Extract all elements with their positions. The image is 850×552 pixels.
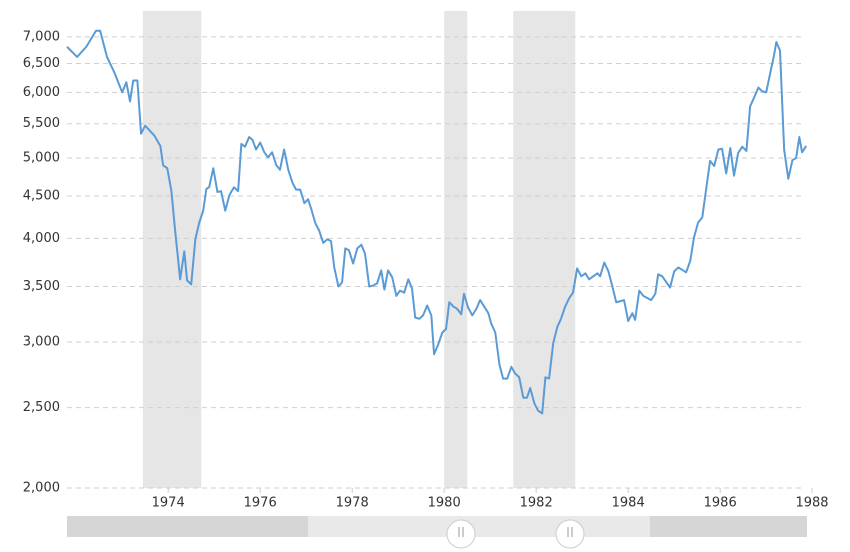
y-tick-label: 3,500 (23, 279, 60, 294)
recession-band (142, 11, 202, 488)
x-tick-label: 1976 (244, 496, 277, 511)
y-tick-label: 2,500 (23, 400, 60, 415)
x-tick-label: 1984 (612, 496, 645, 511)
navigator-handle[interactable] (555, 519, 585, 549)
y-tick-label: 4,500 (23, 188, 60, 203)
x-tick-label: 1974 (152, 496, 185, 511)
y-tick-label: 5,500 (23, 116, 60, 131)
recession-band (513, 11, 576, 488)
y-tick-label: 2,000 (23, 481, 60, 496)
x-tick-label: 1982 (520, 496, 553, 511)
navigator-mask (650, 516, 807, 537)
price-line (66, 29, 808, 415)
y-tick-label: 3,000 (23, 334, 60, 349)
y-tick-label: 5,000 (23, 151, 60, 166)
x-tick-label: 1988 (795, 496, 828, 511)
navigator-mask (67, 516, 308, 537)
navigator-handle[interactable] (446, 519, 476, 549)
recession-band (444, 11, 468, 488)
x-tick-label: 1978 (336, 496, 369, 511)
y-tick-label: 7,000 (23, 29, 60, 44)
y-tick-label: 4,000 (23, 231, 60, 246)
x-tick-label: 1980 (428, 496, 461, 511)
y-tick-label: 6,000 (23, 85, 60, 100)
navigator (67, 516, 807, 549)
x-tick-label: 1986 (704, 496, 737, 511)
y-tick-label: 6,500 (23, 56, 60, 71)
navigator-window[interactable] (308, 516, 650, 537)
